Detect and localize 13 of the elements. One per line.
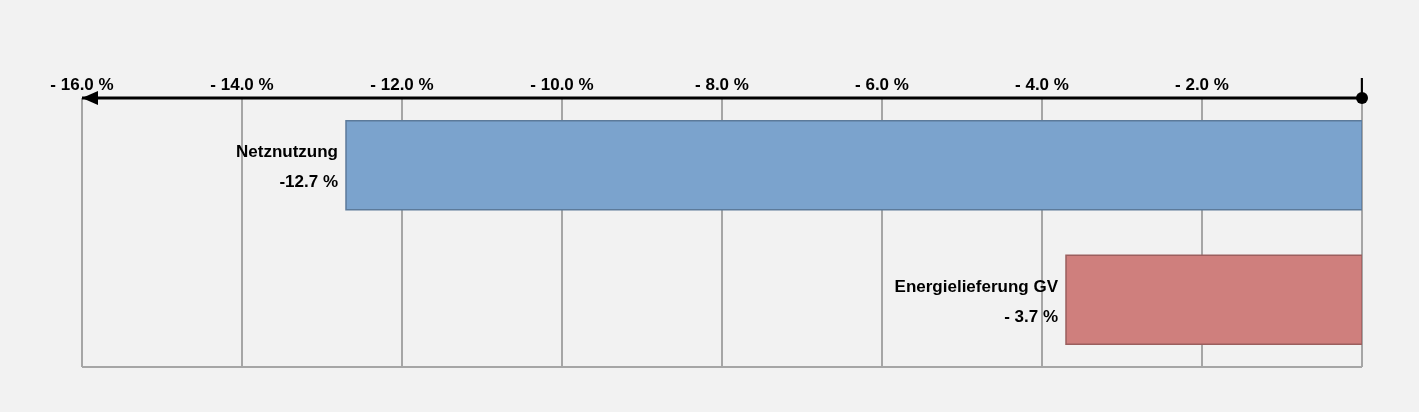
y-tick-label: Netznutzung: [236, 142, 338, 162]
x-tick-label: - 14.0 %: [210, 75, 274, 94]
x-tick-label: |: [1359, 75, 1365, 94]
x-tick-label: - 2.0 %: [1175, 75, 1229, 94]
data-label: -12.7 %: [279, 172, 338, 192]
x-tick-label: - 4.0 %: [1015, 75, 1069, 94]
x-tick-label: - 8.0 %: [695, 75, 749, 94]
data-label: - 3.7 %: [1004, 306, 1058, 326]
x-tick-label: - 16.0 %: [50, 75, 114, 94]
y-tick-label: Energielieferung GV: [894, 276, 1059, 296]
x-tick-label: - 10.0 %: [530, 75, 594, 94]
x-tick-label: - 6.0 %: [855, 75, 909, 94]
x-tick-label: - 12.0 %: [370, 75, 434, 94]
